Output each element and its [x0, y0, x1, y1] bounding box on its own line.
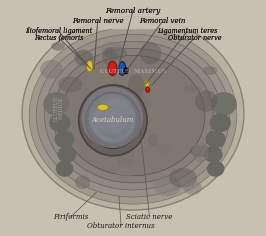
Ellipse shape: [108, 61, 117, 76]
Ellipse shape: [119, 62, 126, 75]
Ellipse shape: [80, 78, 101, 99]
Text: Rectus femoris: Rectus femoris: [34, 34, 84, 42]
Ellipse shape: [104, 47, 127, 59]
Ellipse shape: [36, 34, 230, 197]
Ellipse shape: [102, 47, 117, 65]
Ellipse shape: [86, 60, 93, 72]
Text: Acetabulum: Acetabulum: [92, 116, 134, 124]
Ellipse shape: [84, 110, 99, 122]
Ellipse shape: [126, 94, 153, 111]
Ellipse shape: [148, 134, 159, 147]
Ellipse shape: [29, 27, 237, 204]
Ellipse shape: [190, 145, 211, 157]
Ellipse shape: [97, 104, 109, 111]
Text: Femoral vein: Femoral vein: [139, 17, 186, 25]
Text: Iliofemoral ligament: Iliofemoral ligament: [25, 27, 92, 35]
Ellipse shape: [169, 168, 197, 188]
Text: Ligamentum teres: Ligamentum teres: [157, 27, 218, 35]
Ellipse shape: [206, 130, 226, 148]
Ellipse shape: [89, 94, 136, 141]
Ellipse shape: [92, 98, 135, 143]
Ellipse shape: [192, 143, 209, 162]
Text: Femoral vein: Femoral vein: [139, 17, 186, 25]
Text: Iliofemoral ligament: Iliofemoral ligament: [25, 27, 92, 35]
Ellipse shape: [207, 161, 225, 177]
Ellipse shape: [128, 74, 144, 97]
Ellipse shape: [22, 17, 244, 210]
Ellipse shape: [40, 60, 63, 79]
Ellipse shape: [74, 50, 93, 66]
Ellipse shape: [98, 105, 131, 139]
Ellipse shape: [43, 92, 69, 116]
Ellipse shape: [183, 181, 202, 195]
Ellipse shape: [140, 42, 161, 64]
Text: Sciatic nerve: Sciatic nerve: [126, 213, 173, 221]
Text: Obturator nerve: Obturator nerve: [168, 34, 221, 42]
Ellipse shape: [158, 144, 172, 154]
Text: Femoral nerve: Femoral nerve: [72, 17, 123, 25]
Ellipse shape: [101, 41, 124, 58]
Ellipse shape: [115, 168, 133, 181]
Text: Femoral artery: Femoral artery: [105, 7, 161, 15]
Text: MEDIUS: MEDIUS: [59, 98, 64, 119]
Ellipse shape: [86, 92, 140, 148]
Ellipse shape: [96, 101, 129, 134]
Text: GLUTEUS: GLUTEUS: [54, 96, 59, 121]
Text: GLUTEUS  MAXIMUS: GLUTEUS MAXIMUS: [100, 69, 166, 75]
Ellipse shape: [210, 113, 231, 132]
Text: Femoral nerve: Femoral nerve: [72, 17, 123, 25]
Ellipse shape: [195, 90, 217, 112]
Text: Obturator nerve: Obturator nerve: [168, 34, 221, 42]
Ellipse shape: [202, 66, 218, 75]
Ellipse shape: [117, 146, 135, 168]
Ellipse shape: [82, 87, 143, 148]
Ellipse shape: [204, 146, 223, 163]
Bar: [15, 0, 251, 28]
Ellipse shape: [51, 42, 65, 51]
Ellipse shape: [123, 109, 141, 116]
Ellipse shape: [61, 55, 205, 176]
Ellipse shape: [49, 113, 70, 132]
Ellipse shape: [103, 108, 122, 127]
Ellipse shape: [53, 48, 213, 183]
Ellipse shape: [146, 87, 149, 92]
Ellipse shape: [75, 175, 90, 189]
Ellipse shape: [79, 85, 147, 156]
Ellipse shape: [211, 92, 237, 116]
Text: Obturator internus: Obturator internus: [88, 222, 155, 230]
Ellipse shape: [153, 94, 168, 110]
Ellipse shape: [58, 76, 82, 93]
Ellipse shape: [184, 86, 201, 93]
Text: Rectus femoris: Rectus femoris: [34, 34, 84, 42]
Ellipse shape: [44, 41, 222, 190]
Text: Piriformis: Piriformis: [53, 213, 88, 221]
Text: Ligamentum teres: Ligamentum teres: [157, 27, 218, 35]
Ellipse shape: [80, 95, 90, 116]
Text: Femoral artery: Femoral artery: [105, 7, 161, 15]
Ellipse shape: [57, 146, 76, 163]
Ellipse shape: [145, 80, 149, 87]
Ellipse shape: [55, 130, 74, 148]
Ellipse shape: [124, 68, 128, 74]
Ellipse shape: [56, 161, 73, 177]
Ellipse shape: [153, 175, 181, 196]
